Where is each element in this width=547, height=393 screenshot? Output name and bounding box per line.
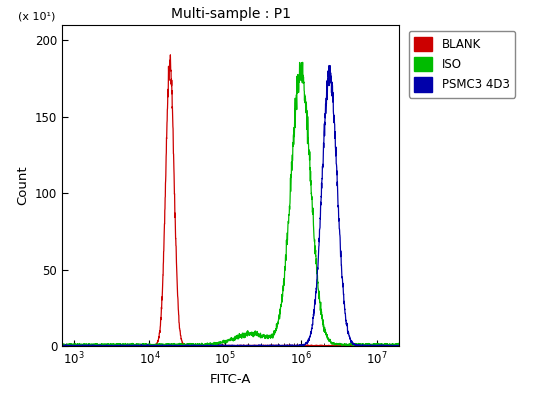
Legend: BLANK, ISO, PSMC3 4D3: BLANK, ISO, PSMC3 4D3 (409, 31, 515, 97)
Y-axis label: Count: Count (16, 166, 30, 205)
Title: Multi-sample : P1: Multi-sample : P1 (171, 7, 290, 21)
X-axis label: FITC-A: FITC-A (210, 373, 252, 386)
Text: (x 10¹): (x 10¹) (18, 12, 56, 22)
